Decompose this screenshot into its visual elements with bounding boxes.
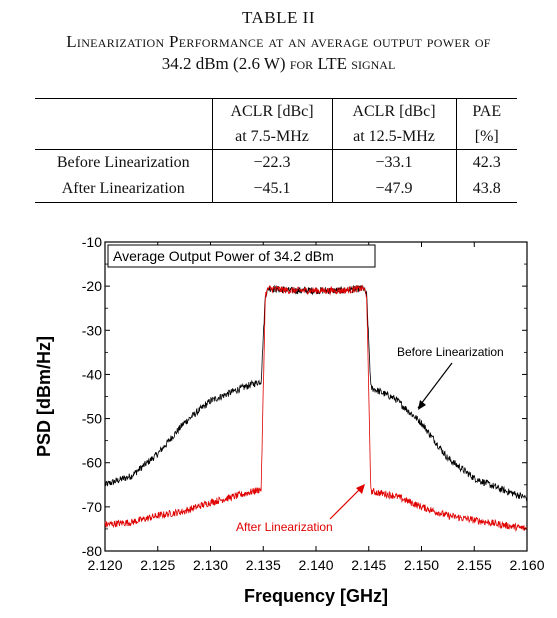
table-row: Before Linearization −22.3 −33.1 42.3 (35, 149, 517, 176)
y-tick-label: -30 (82, 322, 102, 338)
psd-chart: 2.120 2.125 2.130 2.135 2.140 2.145 2.150 2.155… (34, 234, 545, 606)
series-after-linearization (104, 284, 528, 532)
y-tick-label: -60 (82, 455, 102, 471)
annotation-before-linearization: Before Linearization (397, 345, 504, 359)
x-tick-label: 2.135 (246, 557, 281, 573)
x-tick-label: 2.155 (457, 557, 492, 573)
header-pae-line2: [%] (455, 124, 517, 150)
cell-aclr-12-5: −47.9 (331, 176, 456, 203)
x-tick-label: 2.125 (140, 557, 175, 573)
caption-power-text: 34.2 dBm (2.6 W) (161, 54, 286, 73)
cell-pae: 43.8 (455, 176, 517, 203)
caption-signal-text: for LTE signal (289, 54, 396, 73)
cell-pae: 42.3 (455, 149, 517, 176)
annotation-arrowhead-after (356, 484, 365, 494)
header-aclr-7-5-line2: at 7.5-MHz (211, 124, 332, 150)
cell-aclr-7-5: −45.1 (211, 176, 332, 203)
x-tick-label: 2.150 (404, 557, 439, 573)
header-empty (35, 98, 212, 124)
y-tick-label: -20 (82, 278, 102, 294)
performance-table: ACLR [dBc] ACLR [dBc] PAE at 7.5-MHz at … (35, 98, 517, 203)
y-tick-label: -10 (82, 234, 102, 250)
chart-title-box (107, 244, 376, 268)
cell-aclr-12-5: −33.1 (331, 149, 456, 176)
header-aclr-7-5-line1: ACLR [dBc] (211, 98, 332, 124)
series-before-linearization (104, 284, 528, 501)
chart-title: Average Output Power of 34.2 dBm (113, 248, 334, 264)
y-tick-label: -70 (82, 499, 102, 515)
table-caption-number: TABLE II (242, 8, 315, 27)
row-label: After Linearization (35, 176, 212, 203)
header-aclr-12-5-line2: at 12.5-MHz (331, 124, 456, 150)
row-label: Before Linearization (56, 154, 190, 171)
annotation-arrow-after (329, 485, 364, 520)
x-tick-label: 2.145 (351, 557, 386, 573)
y-axis-title: PSD [dBm/Hz] (34, 336, 54, 457)
table-caption-subtitle: 34.2 dBm (2.6 W) for LTE signal (0, 54, 557, 74)
x-tick-label: 2.140 (298, 557, 333, 573)
annotation-after-linearization: After Linearization (236, 520, 333, 534)
table-caption-title: Linearization Performance at an average … (66, 32, 491, 51)
header-pae-line1: PAE (455, 98, 517, 124)
x-tick-label: 2.120 (87, 557, 122, 573)
y-tick-label: -40 (82, 366, 102, 382)
x-axis-title: Frequency [GHz] (244, 586, 388, 606)
table-row: After Linearization −45.1 −47.9 43.8 (35, 176, 517, 203)
header-aclr-12-5-line1: ACLR [dBc] (331, 98, 456, 124)
x-tick-label: 2.130 (193, 557, 228, 573)
x-tick-label: 2.160 (509, 557, 544, 573)
y-tick-label: -50 (82, 411, 102, 427)
y-tick-label: -80 (82, 543, 102, 559)
cell-aclr-7-5: −22.3 (211, 149, 332, 176)
annotation-arrow-before (417, 362, 453, 409)
header-empty-2 (35, 124, 212, 150)
annotation-arrowhead-before (418, 400, 426, 410)
